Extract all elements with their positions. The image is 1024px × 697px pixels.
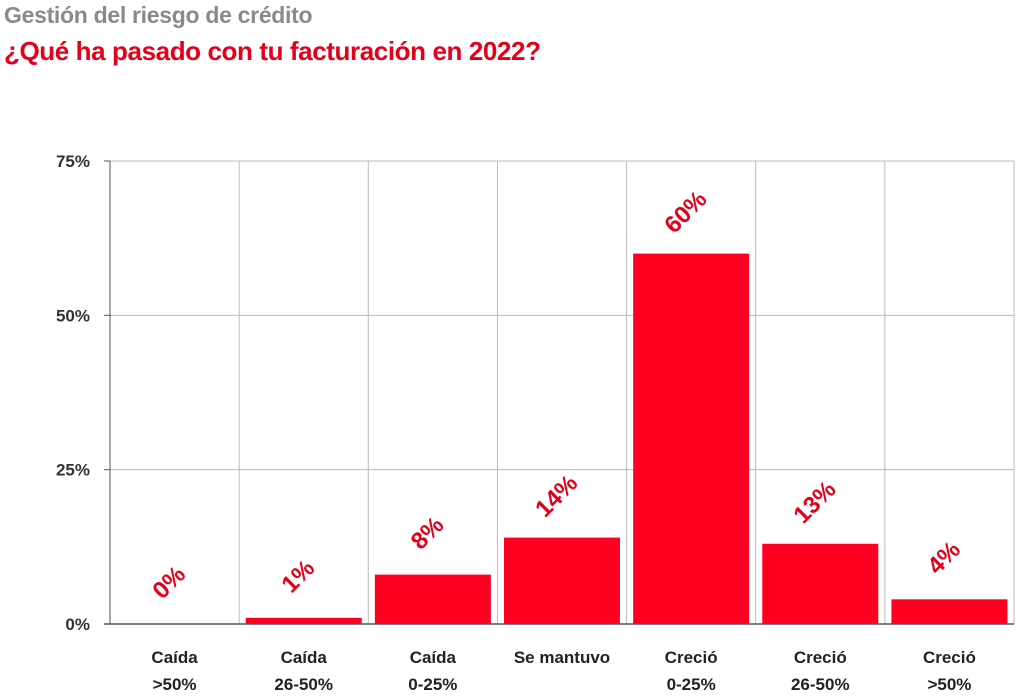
data-label: 13% <box>788 476 841 529</box>
page-title: Gestión del riesgo de crédito <box>4 2 313 28</box>
x-tick-label: Caída <box>410 648 457 667</box>
bar <box>633 253 750 624</box>
x-tick-label: Se mantuvo <box>514 648 610 667</box>
data-label: 4% <box>922 536 966 580</box>
x-tick-label: 26-50% <box>274 675 333 694</box>
bar <box>374 574 491 624</box>
y-tick-label: 75% <box>56 152 90 171</box>
x-tick-label: Caída <box>151 648 198 667</box>
bar <box>504 537 620 624</box>
y-tick-label: 0% <box>65 615 90 634</box>
data-label: 60% <box>659 186 712 239</box>
x-tick-label: >50% <box>153 675 197 694</box>
y-tick-label: 50% <box>56 306 90 325</box>
bar <box>891 599 1008 624</box>
x-tick-label: 26-50% <box>791 675 850 694</box>
x-tick-label: Creció <box>665 648 718 667</box>
y-tick-label: 25% <box>56 461 90 480</box>
data-label: 0% <box>147 561 191 605</box>
data-label: 14% <box>530 470 583 523</box>
x-tick-label: Creció <box>923 648 976 667</box>
x-tick-label: Creció <box>794 648 847 667</box>
bar <box>762 543 879 624</box>
chart-subtitle: ¿Qué ha pasado con tu facturación en 202… <box>4 36 541 66</box>
data-label: 1% <box>277 555 321 599</box>
x-tick-label: >50% <box>927 675 971 694</box>
x-tick-label: 0-25% <box>408 675 457 694</box>
data-label: 8% <box>406 512 450 556</box>
x-tick-label: Caída <box>281 648 328 667</box>
bar <box>245 617 362 624</box>
x-tick-label: 0-25% <box>667 675 716 694</box>
